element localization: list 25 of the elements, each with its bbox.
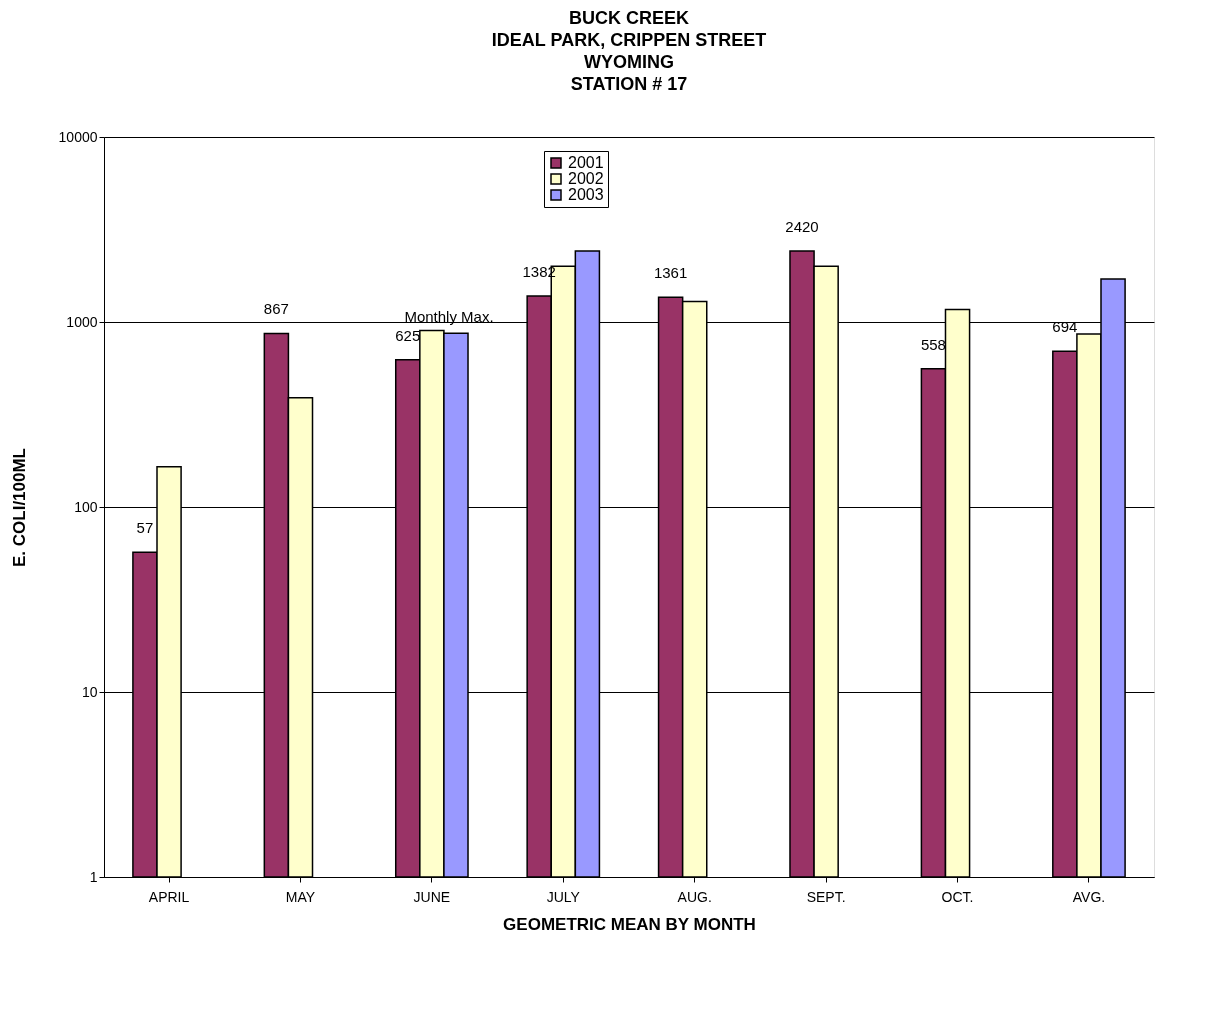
data-label: 57	[136, 519, 154, 537]
x-axis-title: GEOMETRIC MEAN BY MONTH	[503, 914, 756, 934]
x-tick-label: SEPT.	[806, 888, 846, 905]
y-tick-label: 100	[74, 498, 98, 515]
annotation: Monthly Max.	[404, 308, 494, 325]
y-tick-label: 1	[89, 868, 98, 885]
legend-label: 2003	[568, 186, 604, 203]
x-tick-label: AVG.	[1072, 888, 1106, 905]
x-tick-label: JULY	[546, 888, 581, 905]
y-tick-label: 1000	[66, 313, 98, 330]
chart-title: BUCK CREEK IDEAL PARK, CRIPPEN STREET WYOMING STATION # 17	[491, 8, 767, 94]
x-tick-label: OCT.	[941, 888, 974, 905]
data-label: 867	[263, 300, 289, 318]
x-tick-label: MAY	[285, 888, 316, 905]
data-label: 2420	[785, 217, 819, 235]
legend-label: 2001	[568, 154, 604, 171]
y-tick-label: 10	[81, 683, 98, 700]
data-label: 1361	[653, 264, 688, 282]
y-axis-title: E. COLI/100ML	[9, 447, 29, 568]
x-tick-label: JUNE	[413, 888, 451, 905]
x-tick-label: APRIL	[148, 888, 190, 905]
legend-label: 2002	[568, 170, 604, 187]
x-tick-label: AUG.	[677, 888, 712, 905]
data-label: 558	[920, 335, 946, 353]
y-tick-label: 10000	[58, 128, 98, 145]
